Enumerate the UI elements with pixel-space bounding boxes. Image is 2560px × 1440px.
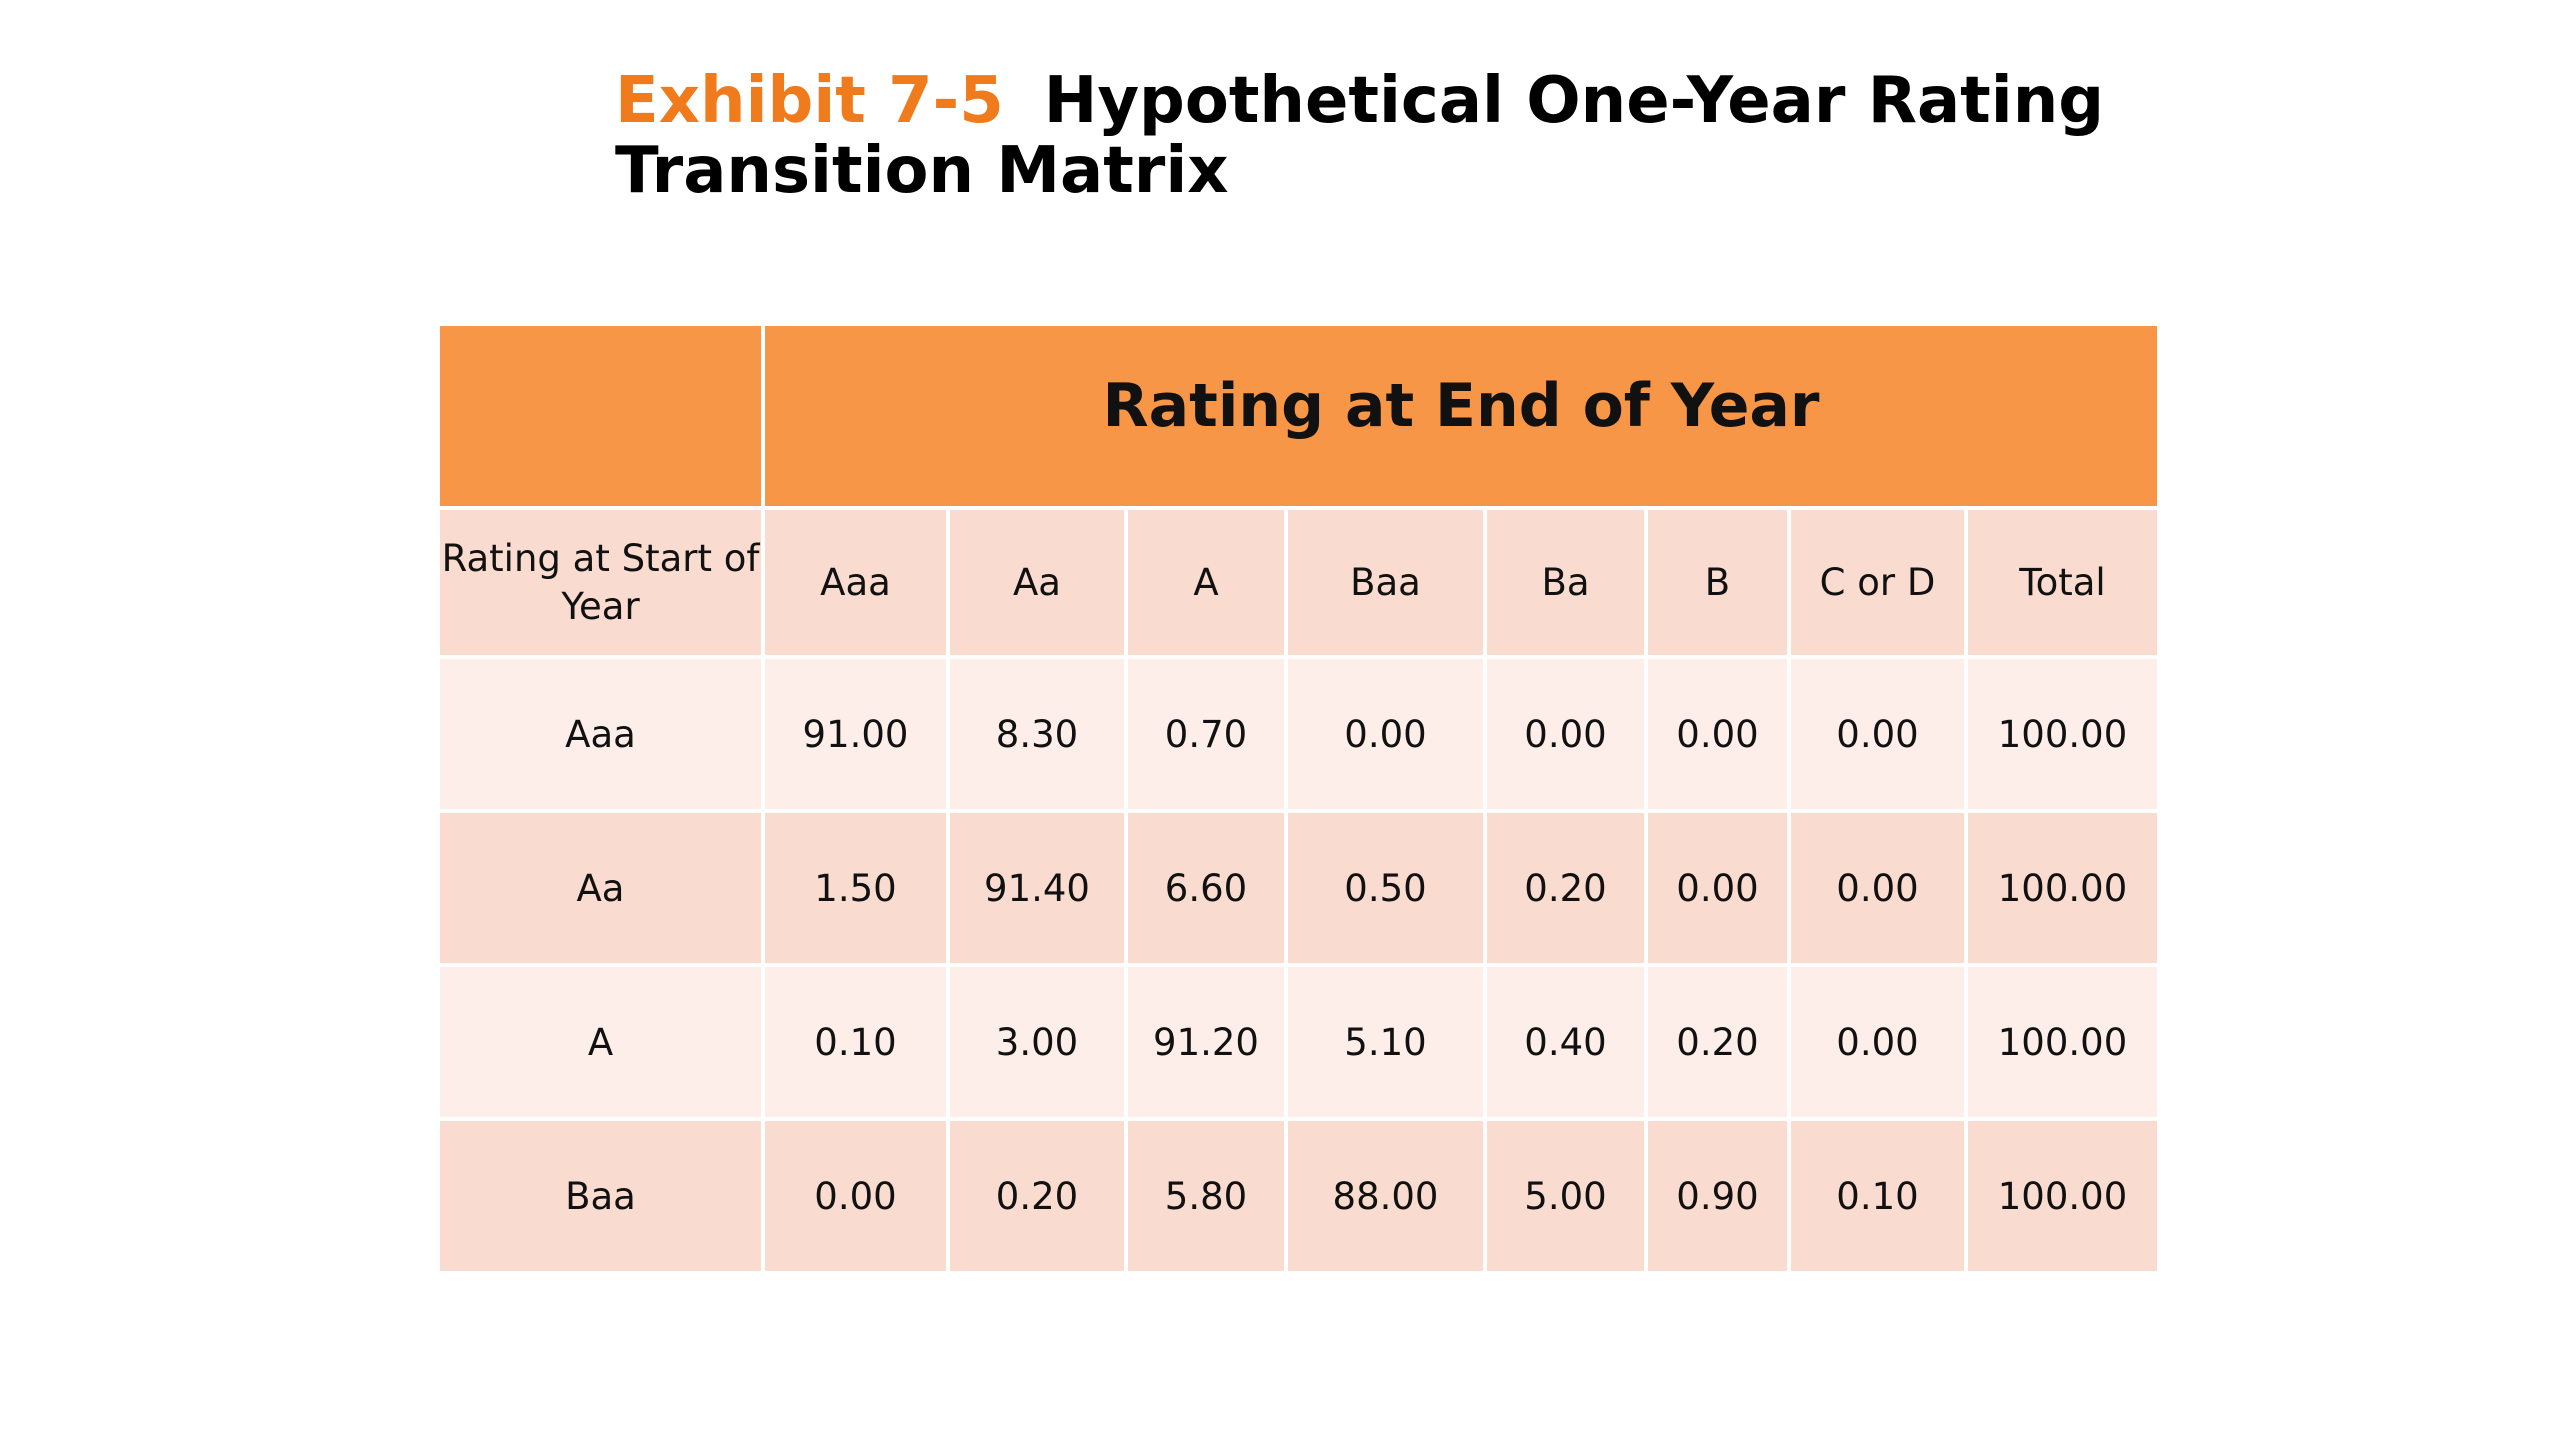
cell: 91.20	[1124, 963, 1288, 1121]
cell: 0.00	[1787, 809, 1968, 967]
data-row: Baa 0.00 0.20 5.80 88.00 5.00 0.90 0.10 100.00	[436, 1117, 2161, 1275]
group-header: Rating at End of Year	[761, 322, 2161, 510]
data-row: Aa 1.50 91.40 6.60 0.50 0.20 0.00 0.00 100.00	[436, 809, 2161, 967]
cell: 100.00	[1964, 1117, 2161, 1275]
column-header: C or D	[1787, 506, 1968, 659]
cell: 100.00	[1964, 655, 2161, 813]
cell: 0.00	[1284, 655, 1487, 813]
column-header: B	[1644, 506, 1791, 659]
cell: 1.50	[761, 809, 950, 967]
group-header-row: Rating at End of Year	[436, 322, 2161, 510]
cell: 0.00	[1483, 655, 1648, 813]
cell: 5.80	[1124, 1117, 1288, 1275]
cell: 91.40	[946, 809, 1128, 967]
cell: 5.10	[1284, 963, 1487, 1121]
cell: 0.10	[1787, 1117, 1968, 1275]
row-header: Rating at Start of Year	[436, 506, 765, 659]
exhibit-title: Hypothetical One-Year Rating Transition …	[615, 64, 2105, 208]
data-row: Aaa 91.00 8.30 0.70 0.00 0.00 0.00 0.00 100.00	[436, 655, 2161, 813]
cell: 8.30	[946, 655, 1128, 813]
cell: 0.40	[1483, 963, 1648, 1121]
cell: 91.00	[761, 655, 950, 813]
row-label: A	[436, 963, 765, 1121]
column-header: A	[1124, 506, 1288, 659]
cell: 100.00	[1964, 809, 2161, 967]
cell: 3.00	[946, 963, 1128, 1121]
corner-cell	[436, 322, 765, 510]
row-label: Aa	[436, 809, 765, 967]
table-body: Aaa 91.00 8.30 0.70 0.00 0.00 0.00 0.00 100.00 Aa…	[436, 655, 2161, 1275]
cell: 0.00	[1787, 655, 1968, 813]
cell: 0.70	[1124, 655, 1288, 813]
cell: 88.00	[1284, 1117, 1487, 1275]
cell: 0.00	[761, 1117, 950, 1275]
cell: 0.20	[1644, 963, 1791, 1121]
cell: 0.00	[1644, 655, 1791, 813]
transition-table: Rating at End of Year Rating at Start of…	[436, 322, 2161, 1275]
column-header: Total	[1964, 506, 2161, 659]
column-header-row: Rating at Start of Year Aaa Aa A Baa Ba B C or…	[436, 506, 2161, 659]
cell: 0.20	[1483, 809, 1648, 967]
cell: 0.00	[1644, 809, 1791, 967]
row-label: Aaa	[436, 655, 765, 813]
column-header: Aaa	[761, 506, 950, 659]
cell: 0.10	[761, 963, 950, 1121]
row-label: Baa	[436, 1117, 765, 1275]
column-header: Baa	[1284, 506, 1487, 659]
column-header: Aa	[946, 506, 1128, 659]
cell: 0.90	[1644, 1117, 1791, 1275]
cell: 0.50	[1284, 809, 1487, 967]
data-row: A 0.10 3.00 91.20 5.10 0.40 0.20 0.00 100.00	[436, 963, 2161, 1121]
cell: 0.20	[946, 1117, 1128, 1275]
column-header: Ba	[1483, 506, 1648, 659]
cell: 6.60	[1124, 809, 1288, 967]
cell: 0.00	[1787, 963, 1968, 1121]
cell: 100.00	[1964, 963, 2161, 1121]
exhibit-label: Exhibit 7-5	[615, 64, 1004, 138]
title: Exhibit 7-5 Hypothetical One-Year Rating …	[615, 66, 2175, 206]
cell: 5.00	[1483, 1117, 1648, 1275]
